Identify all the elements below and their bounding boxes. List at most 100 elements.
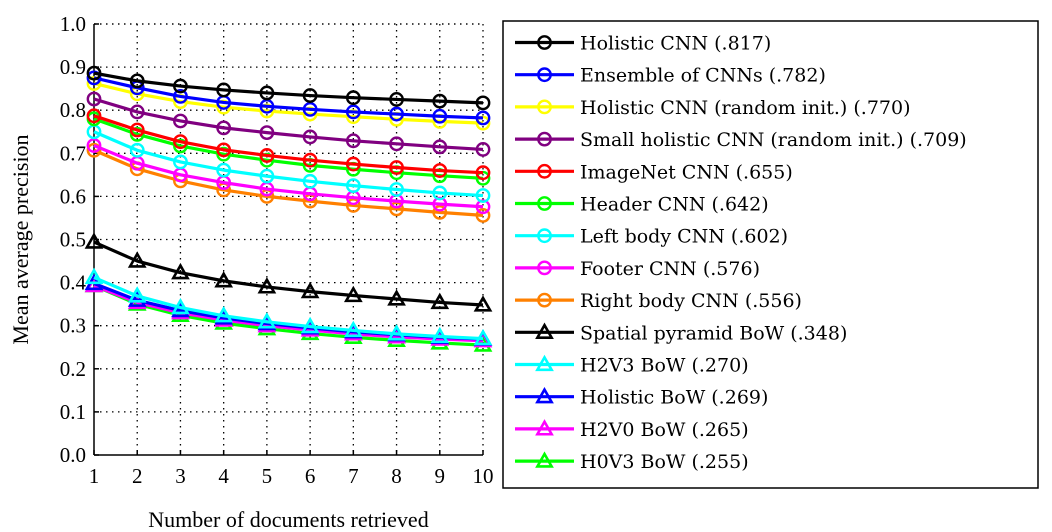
legend-marker: [535, 419, 554, 436]
legend-label: Header CNN (.642): [580, 194, 769, 216]
legend-label: H0V3 BoW (.255): [580, 451, 749, 473]
series-11: [84, 267, 493, 346]
data-point: [257, 312, 277, 329]
data-point: [475, 165, 491, 181]
data-point: [387, 289, 406, 306]
legend-marker: [537, 67, 552, 83]
data-point: [475, 95, 491, 111]
legend-item: Spatial pyramid BoW (.348): [515, 322, 847, 344]
series-line: [93, 275, 484, 341]
data-point: [343, 285, 363, 303]
series-4: [86, 91, 491, 157]
data-point: [86, 65, 102, 81]
data-point: [345, 178, 361, 194]
legend-marker: [535, 386, 554, 404]
legend-label: Ensemble of CNNs (.782): [580, 65, 826, 87]
data-point: [173, 154, 188, 170]
y-tick-label: 0.0: [60, 443, 86, 467]
data-point: [173, 113, 188, 129]
series-5: [86, 108, 491, 181]
series-line: [93, 130, 484, 198]
legend-item: H2V0 BoW (.265): [515, 419, 749, 441]
data-point: [84, 267, 104, 285]
legend-item: Right body CNN (.556): [515, 290, 802, 312]
y-tick-label: 0.2: [60, 357, 86, 381]
legend-label: Right body CNN (.556): [580, 290, 802, 312]
legend-label: ImageNet CNN (.655): [580, 161, 793, 183]
y-tick-label: 0.6: [60, 184, 86, 208]
legend-item: H2V3 BoW (.270): [515, 355, 749, 377]
data-point: [389, 92, 404, 107]
data-point: [302, 129, 318, 145]
data-point: [84, 232, 104, 249]
legend-marker: [537, 292, 552, 308]
data-point: [475, 142, 491, 157]
series-line: [93, 71, 484, 105]
data-point: [171, 262, 190, 280]
data-point: [216, 82, 232, 98]
data-point: [129, 73, 145, 89]
series-1: [86, 65, 491, 111]
y-tick-label: 0.9: [60, 55, 86, 79]
series-line: [93, 284, 484, 347]
y-tick-label: 0.8: [60, 98, 86, 122]
data-point: [475, 188, 491, 203]
data-point: [343, 320, 363, 338]
data-point: [432, 139, 448, 155]
legend-marker: [537, 35, 552, 50]
legend-marker: [537, 131, 552, 147]
data-point: [430, 326, 450, 344]
grid-layer: [94, 23, 483, 455]
data-point: [475, 110, 491, 126]
x-tick-label: 4: [218, 464, 229, 488]
data-point: [302, 173, 318, 189]
data-point: [257, 277, 277, 294]
data-point: [216, 142, 232, 158]
y-tick-label: 0.4: [60, 271, 87, 295]
axes-layer: 0.0 0.1 0.2 0.3 0.4 0.5 0.6 0.7 0.8 0.9 1.0 1 2 3 4 5 6 7…: [8, 12, 494, 532]
legend-marker: [537, 228, 552, 244]
series-12: [84, 273, 493, 346]
data-point: [173, 89, 188, 104]
data-point: [259, 85, 275, 101]
data-point: [300, 316, 320, 334]
data-point: [214, 271, 234, 288]
data-point: [432, 204, 448, 220]
x-tick-label: 7: [348, 464, 359, 488]
legend-item: H0V3 BoW (.255): [515, 451, 749, 473]
series-line: [93, 144, 484, 209]
data-point: [129, 122, 145, 138]
series-line: [93, 240, 484, 307]
x-tick-label: 3: [175, 464, 186, 488]
data-point: [173, 134, 188, 150]
y-tick-label: 0.5: [60, 228, 86, 252]
series-line: [93, 76, 484, 120]
data-point: [86, 138, 102, 153]
legend-item: Footer CNN (.576): [515, 258, 760, 280]
data-point: [86, 70, 102, 86]
data-point: [389, 106, 404, 122]
series-layer: [84, 65, 493, 352]
data-point: [127, 286, 147, 303]
data-point: [127, 251, 147, 268]
legend-label: H2V0 BoW (.265): [580, 419, 749, 441]
legend-item: Left body CNN (.602): [515, 226, 788, 248]
legend-item: Holistic BoW (.269): [515, 387, 768, 409]
data-point: [389, 160, 404, 175]
legend-marker: [537, 99, 552, 115]
data-point: [216, 146, 232, 162]
legend-item: Holistic CNN (.817): [515, 33, 771, 55]
x-tick-label: 9: [435, 464, 446, 488]
y-tick-label: 1.0: [60, 12, 86, 36]
legend-item: Holistic CNN (random init.) (.770): [515, 97, 911, 119]
legend-label: Spatial pyramid BoW (.348): [580, 322, 847, 344]
series-line: [93, 284, 484, 343]
data-point: [86, 108, 102, 124]
data-point: [302, 152, 318, 168]
data-point: [216, 120, 232, 136]
data-point: [345, 90, 361, 106]
legend-label: Holistic CNN (random init.) (.770): [580, 97, 911, 119]
legend-marker: [535, 354, 554, 372]
legend-box: [502, 20, 1039, 489]
series-10: [84, 232, 493, 312]
